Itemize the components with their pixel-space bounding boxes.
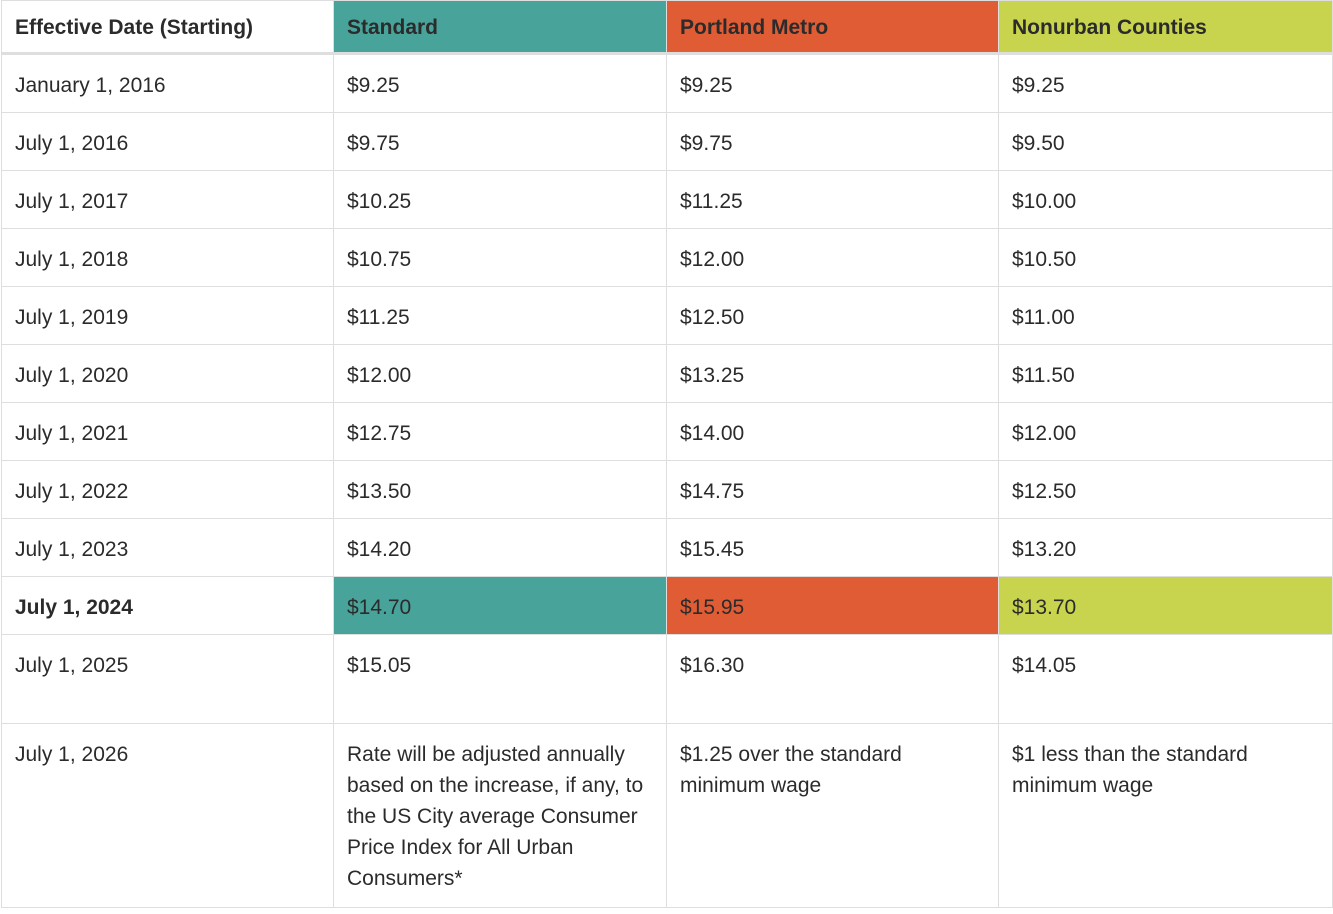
cell-nonurban: $13.20 xyxy=(998,518,1333,577)
cell-standard: $11.25 xyxy=(333,286,667,345)
cell-portland-metro: $1.25 over the standard minimum wage xyxy=(666,723,999,908)
cell-date: July 1, 2025 xyxy=(1,634,334,724)
cell-date: July 1, 2026 xyxy=(1,723,334,908)
header-nonurban-counties: Nonurban Counties xyxy=(998,0,1333,55)
cell-nonurban: $11.00 xyxy=(998,286,1333,345)
cell-date: July 1, 2017 xyxy=(1,170,334,229)
cell-portland-metro: $12.50 xyxy=(666,286,999,345)
table-row: July 1, 2023 $14.20 $15.45 $13.20 xyxy=(1,518,1333,577)
table-row: July 1, 2022 $13.50 $14.75 $12.50 xyxy=(1,460,1333,519)
table-row: July 1, 2016 $9.75 $9.75 $9.50 xyxy=(1,112,1333,171)
cell-date: July 1, 2022 xyxy=(1,460,334,519)
cell-portland-metro: $15.95 xyxy=(666,576,999,635)
table-row: July 1, 2017 $10.25 $11.25 $10.00 xyxy=(1,170,1333,229)
cell-standard: Rate will be adjusted annually based on … xyxy=(333,723,667,908)
cell-standard: $14.70 xyxy=(333,576,667,635)
table-row: July 1, 2025 $15.05 $16.30 $14.05 xyxy=(1,634,1333,724)
cell-portland-metro: $9.25 xyxy=(666,53,999,113)
cell-date: January 1, 2016 xyxy=(1,53,334,113)
cell-standard: $13.50 xyxy=(333,460,667,519)
header-effective-date: Effective Date (Starting) xyxy=(1,0,334,55)
cell-date: July 1, 2019 xyxy=(1,286,334,345)
cell-nonurban: $10.50 xyxy=(998,228,1333,287)
cell-date: July 1, 2024 xyxy=(1,576,334,635)
header-row: Effective Date (Starting) Standard Portl… xyxy=(1,0,1333,55)
cell-portland-metro: $13.25 xyxy=(666,344,999,403)
table-row: July 1, 2021 $12.75 $14.00 $12.00 xyxy=(1,402,1333,461)
cell-date: July 1, 2016 xyxy=(1,112,334,171)
header-portland-metro: Portland Metro xyxy=(666,0,999,55)
cell-date: July 1, 2018 xyxy=(1,228,334,287)
cell-portland-metro: $14.75 xyxy=(666,460,999,519)
cell-nonurban: $9.25 xyxy=(998,53,1333,113)
table-row: July 1, 2024 $14.70 $15.95 $13.70 xyxy=(1,576,1333,635)
cell-nonurban: $9.50 xyxy=(998,112,1333,171)
cell-portland-metro: $14.00 xyxy=(666,402,999,461)
table-row: July 1, 2020 $12.00 $13.25 $11.50 xyxy=(1,344,1333,403)
cell-standard: $12.00 xyxy=(333,344,667,403)
table-row: July 1, 2018 $10.75 $12.00 $10.50 xyxy=(1,228,1333,287)
cell-nonurban: $12.00 xyxy=(998,402,1333,461)
cell-standard: $9.75 xyxy=(333,112,667,171)
cell-date: July 1, 2021 xyxy=(1,402,334,461)
cell-portland-metro: $9.75 xyxy=(666,112,999,171)
cell-nonurban: $13.70 xyxy=(998,576,1333,635)
header-standard: Standard xyxy=(333,0,667,55)
cell-standard: $12.75 xyxy=(333,402,667,461)
cell-date: July 1, 2020 xyxy=(1,344,334,403)
cell-nonurban: $14.05 xyxy=(998,634,1333,724)
cell-nonurban: $10.00 xyxy=(998,170,1333,229)
cell-standard: $9.25 xyxy=(333,53,667,113)
cell-portland-metro: $12.00 xyxy=(666,228,999,287)
cell-date: July 1, 2023 xyxy=(1,518,334,577)
cell-portland-metro: $15.45 xyxy=(666,518,999,577)
table-row: July 1, 2019 $11.25 $12.50 $11.00 xyxy=(1,286,1333,345)
cell-standard: $15.05 xyxy=(333,634,667,724)
cell-nonurban: $1 less than the standard minimum wage xyxy=(998,723,1333,908)
cell-portland-metro: $11.25 xyxy=(666,170,999,229)
cell-nonurban: $11.50 xyxy=(998,344,1333,403)
cell-standard: $10.25 xyxy=(333,170,667,229)
table-row: January 1, 2016 $9.25 $9.25 $9.25 xyxy=(1,53,1333,113)
table-row: July 1, 2026 Rate will be adjusted annual… xyxy=(1,723,1333,908)
cell-portland-metro: $16.30 xyxy=(666,634,999,724)
cell-nonurban: $12.50 xyxy=(998,460,1333,519)
cell-standard: $10.75 xyxy=(333,228,667,287)
cell-standard: $14.20 xyxy=(333,518,667,577)
